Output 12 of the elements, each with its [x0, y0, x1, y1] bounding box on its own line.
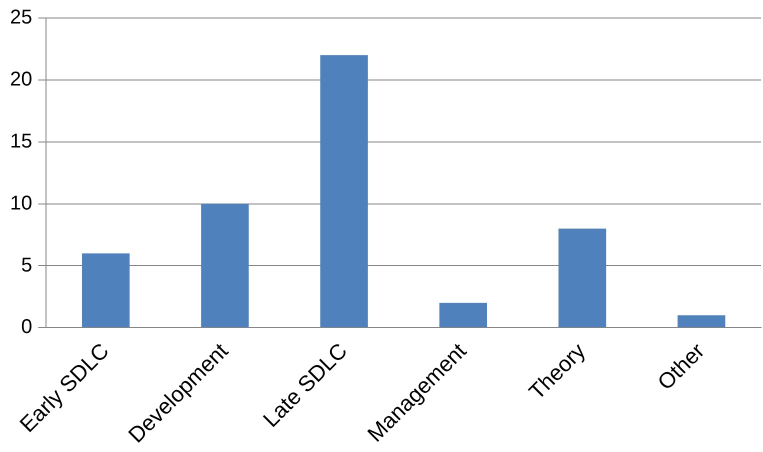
y-tick-label: 10: [10, 192, 32, 214]
y-tick-label: 5: [21, 254, 32, 276]
bar: [320, 55, 368, 328]
bar: [439, 302, 488, 328]
y-tick-label: 20: [10, 68, 32, 90]
bar: [678, 315, 726, 328]
bar: [201, 204, 249, 328]
bar: [558, 228, 606, 328]
y-tick-label: 15: [10, 130, 32, 152]
y-tick-label: 0: [21, 316, 32, 338]
y-tick-label: 25: [10, 6, 32, 29]
bar: [82, 253, 130, 328]
